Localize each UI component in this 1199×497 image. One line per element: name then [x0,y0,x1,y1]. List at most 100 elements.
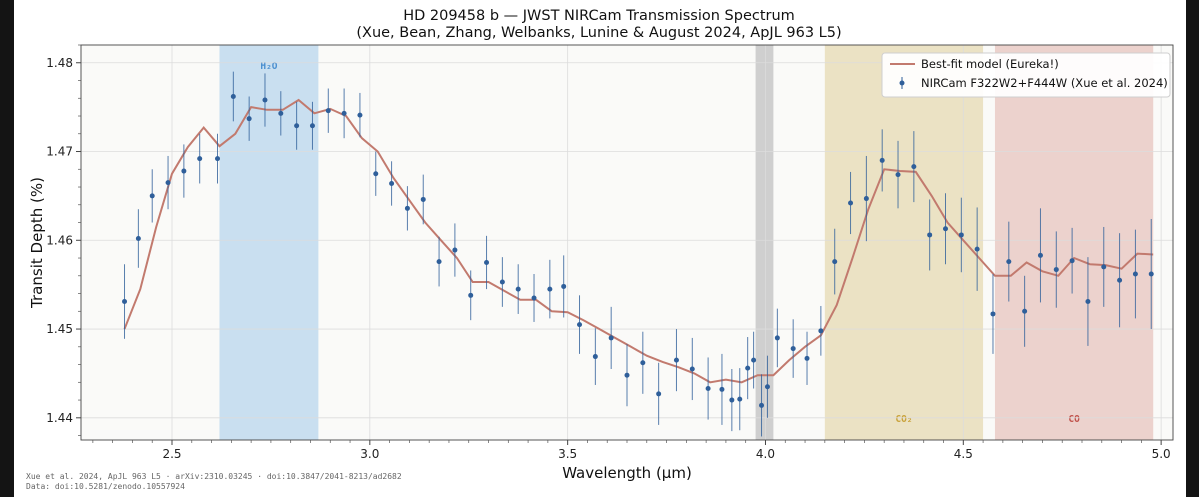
data-point [1101,226,1107,307]
chart: HD 209458 b — JWST NIRCam Transmission S… [26,8,1174,491]
data-marker [165,180,171,186]
data-marker [990,311,996,317]
data-marker [1101,264,1107,270]
x-tick-label-5: 5.0 [1152,447,1171,461]
data-marker [608,335,614,341]
data-marker [1148,271,1154,277]
data-marker [373,171,379,177]
data-point [1069,227,1075,294]
data-marker [1117,277,1123,283]
data-point [1053,231,1059,308]
data-point [1132,229,1138,319]
data-marker [1006,259,1012,265]
data-marker [863,196,869,202]
data-marker [759,402,765,408]
data-marker [592,354,598,360]
data-point [737,368,743,431]
data-point [1085,257,1091,346]
x-tick-label-2: 3.5 [558,447,577,461]
data-point [149,169,155,223]
y-axis-label: Transit Depth (%) [28,177,46,309]
data-marker [1022,308,1028,314]
legend: Best-fit model (Eureka!) NIRCam F322W2+F… [881,52,1171,98]
y-tick-label-4: 1.48 [46,56,73,70]
data-point [719,353,725,425]
data-marker [1069,258,1075,264]
data-marker [309,123,315,129]
bands-layer: H₂O CO₂ CO [219,45,1154,440]
data-point [484,235,490,290]
data-point [911,131,917,203]
data-point [577,295,583,354]
data-point [420,174,426,225]
x-tick-label-3: 4.0 [756,447,775,461]
data-marker [230,93,236,99]
data-point [764,355,770,418]
data-marker [705,386,711,392]
data-marker [468,292,474,298]
data-point [246,96,252,141]
data-point [531,274,537,322]
data-marker [911,164,917,170]
x-tick-label-4: 4.5 [954,447,973,461]
data-marker [122,299,128,305]
data-marker [149,193,155,199]
data-marker [958,232,964,238]
footer-citation: Xue et al. 2024, ApJL 963 L5 · arXiv:231… [26,472,402,481]
data-marker [790,346,796,352]
data-marker [246,116,252,122]
data-point [1022,275,1028,347]
figure: HD 209458 b — JWST NIRCam Transmission S… [14,0,1186,497]
data-marker [499,279,505,285]
y-tick-label-3: 1.47 [46,145,73,159]
data-point [515,264,521,314]
data-point [863,155,869,242]
legend-box [881,52,1171,98]
data-point [325,88,331,133]
chart-title: HD 209458 b — JWST NIRCam Transmission S… [403,8,795,24]
data-point [640,331,646,394]
data-point [181,144,187,198]
data-point [790,319,796,378]
data-point [215,133,220,184]
band-0 [219,45,319,440]
data-point [499,257,505,307]
data-point [373,151,379,196]
model-layer [123,98,1154,384]
data-marker [848,200,854,206]
data-point [774,308,780,368]
data-marker [640,360,646,366]
data-marker [832,259,838,265]
band-1 [755,45,774,440]
points-layer [122,71,1154,437]
data-marker [325,108,331,114]
data-point [135,209,141,268]
data-point [673,329,679,392]
band-label-3: CO [1068,414,1080,425]
data-point [656,362,662,425]
data-point [436,236,442,287]
data-point [943,193,948,265]
footer-data-doi: Data: doi:10.5281/zenodo.10557924 [26,482,185,491]
y-tick-label-0: 1.44 [46,411,73,425]
data-marker [404,205,410,211]
data-marker [751,357,757,363]
data-point [705,357,711,420]
data-point [468,270,474,321]
legend-entry-model: Best-fit model (Eureka!) [921,57,1059,71]
data-marker [577,322,583,328]
data-point [751,331,757,389]
data-marker [895,172,901,178]
data-point [1148,218,1154,330]
data-point [745,337,751,400]
grid-layer [81,45,1173,440]
data-marker [624,372,630,378]
model-line [123,98,1154,384]
data-point [230,71,236,122]
band-label-2: CO₂ [895,414,912,425]
band-3 [994,45,1154,440]
data-point [879,129,885,192]
data-point [357,92,363,138]
data-point [262,73,268,127]
legend-data-swatch [899,77,905,89]
